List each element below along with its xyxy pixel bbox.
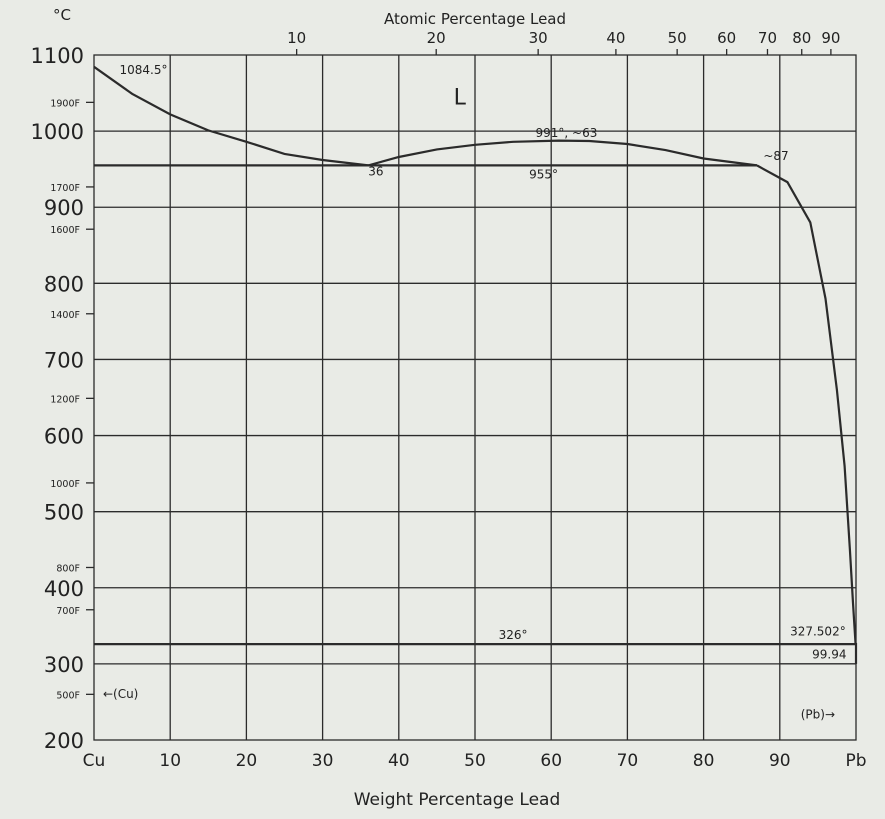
annotation-label: 36 bbox=[368, 164, 383, 178]
annotation-label: 327.502° bbox=[790, 625, 846, 639]
top-tick-label: 60 bbox=[717, 29, 736, 47]
y-tick-label: 800 bbox=[44, 272, 84, 296]
top-tick-label: 10 bbox=[287, 29, 306, 47]
y-axis-title: °C bbox=[53, 6, 71, 24]
curves bbox=[93, 65, 858, 665]
y-tick-label: 1000 bbox=[31, 120, 84, 144]
top-tick-label: 50 bbox=[668, 29, 687, 47]
f-tick-label: 1700F bbox=[50, 183, 80, 194]
x-tick-label: 60 bbox=[540, 751, 562, 771]
annotation-label: 955° bbox=[529, 167, 558, 181]
annotation-label: 991°, ~63 bbox=[536, 126, 598, 140]
phase-boundary-line-2 bbox=[368, 139, 758, 167]
y-tick-label: 900 bbox=[44, 196, 84, 220]
top-tick-label: 70 bbox=[758, 29, 777, 47]
grid bbox=[93, 54, 857, 741]
f-tick-label: 800F bbox=[56, 563, 80, 574]
y-tick-label: 500 bbox=[44, 501, 84, 525]
top-tick-label: 80 bbox=[792, 29, 811, 47]
phase-boundary-line-3 bbox=[756, 164, 857, 644]
f-tick-label: 1000F bbox=[50, 479, 80, 490]
annotation-label: ~87 bbox=[763, 149, 788, 163]
top-axis-title: Atomic Percentage Lead bbox=[384, 10, 566, 28]
x-tick-label: 90 bbox=[769, 751, 791, 771]
y-tick-label: 700 bbox=[44, 348, 84, 372]
x-tick-label: 70 bbox=[617, 751, 639, 771]
y-tick-label: 400 bbox=[44, 577, 84, 601]
x-tick-label: 20 bbox=[236, 751, 258, 771]
top-tick-label: 40 bbox=[606, 29, 625, 47]
annotations: 1084.5° L 991°, ~63 36 955° ~87 326° 327.502° 99… bbox=[103, 63, 847, 722]
f-tick-label: 700F bbox=[56, 606, 80, 617]
y-tick-label: 1100 bbox=[31, 44, 84, 68]
annotation-label: ←(Cu) bbox=[103, 687, 138, 701]
y-tick-label: 200 bbox=[44, 729, 84, 753]
phase-boundary-line-1 bbox=[93, 65, 369, 167]
x-tick-label: 10 bbox=[159, 751, 181, 771]
f-tick-label: 1200F bbox=[50, 394, 80, 405]
x-tick-label: Cu bbox=[83, 751, 106, 771]
f-tick-label: 1400F bbox=[50, 310, 80, 321]
x-tick-label: 30 bbox=[312, 751, 334, 771]
x-tick-label: Pb bbox=[845, 751, 866, 771]
f-tick-label: 1900F bbox=[50, 98, 80, 109]
x-tick-label: 80 bbox=[693, 751, 715, 771]
annotation-label: (Pb)→ bbox=[801, 708, 835, 722]
f-tick-label: 500F bbox=[56, 690, 80, 701]
x-axis-title: Weight Percentage Lead bbox=[354, 790, 561, 810]
y-tick-label: 300 bbox=[44, 653, 84, 677]
top-tick-label: 20 bbox=[427, 29, 446, 47]
y-tick-label: 600 bbox=[44, 425, 84, 449]
annotation-label: L bbox=[454, 85, 467, 110]
annotation-label: 326° bbox=[499, 628, 528, 642]
annotation-label: 1084.5° bbox=[120, 63, 168, 77]
x-tick-label: 40 bbox=[388, 751, 410, 771]
top-tick-label: 30 bbox=[529, 29, 548, 47]
x-tick-label: 50 bbox=[464, 751, 486, 771]
annotation-label: 99.94 bbox=[812, 648, 846, 662]
tick-labels: Cu 10 20 30 40 50 60 70 80 90 Pb 10 20 30 40 50 60 70 80 90… bbox=[31, 29, 867, 771]
top-tick-label: 90 bbox=[821, 29, 840, 47]
f-tick-label: 1600F bbox=[50, 225, 80, 236]
